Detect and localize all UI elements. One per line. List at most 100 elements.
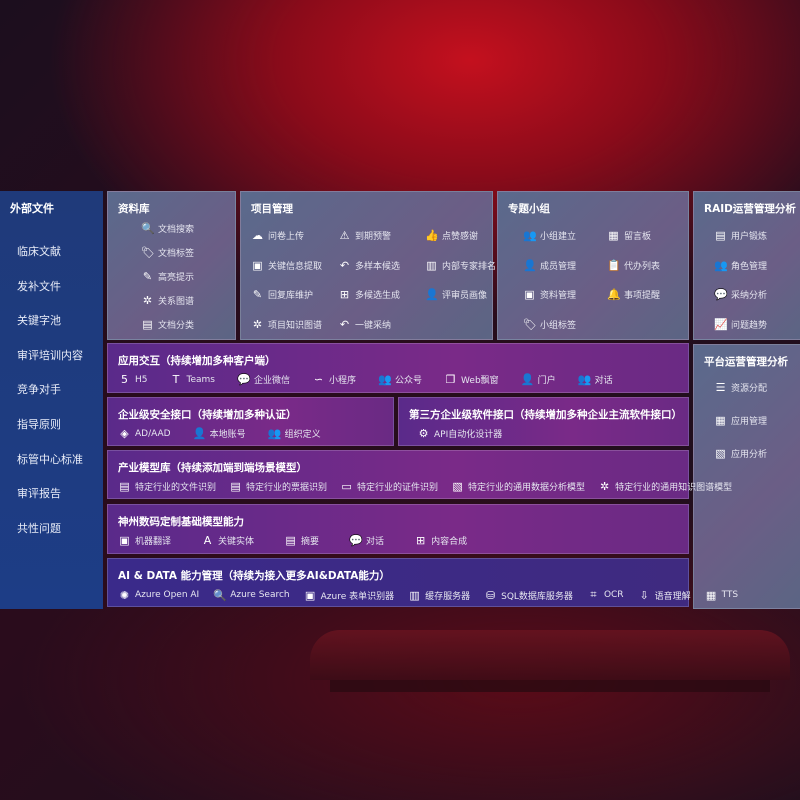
feature-label: 对话 [366,537,385,547]
feature-label: TTS [721,590,739,600]
feature-资源分配[interactable]: ☰ 资源分配 [714,381,767,394]
feature-对话[interactable]: 👥 对话 [578,373,613,386]
sidebar-item[interactable]: 关键字池 [17,314,61,328]
feature-应用管理[interactable]: ▦ 应用管理 [714,414,767,427]
official-account-icon: 👥 [378,373,392,386]
feature-Azure-Open-AI[interactable]: ✺ Azure Open AI [118,588,199,602]
feature-Teams[interactable]: T Teams [170,373,215,386]
feature-本地账号[interactable]: 👤 本地账号 [193,427,246,440]
feature-label: H5 [135,374,148,385]
feature-项目知识图谱[interactable]: ✲ 项目知识图谱 [251,318,322,331]
feature-小组标签[interactable]: 🏷 小组标签 [523,318,576,331]
feature-机器翻译[interactable]: ▣ 机器翻译 [118,534,171,547]
clipboard-icon: 📋 [607,258,621,272]
sidebar-item[interactable]: 竞争对手 [17,383,61,397]
feature-对话[interactable]: 💬 对话 [349,534,384,547]
feature-特定行业的票据识别[interactable]: ▤ 特定行业的票据识别 [229,480,327,493]
feature-label: 成员管理 [540,261,577,272]
feature-label: 应用分析 [731,450,768,460]
feature-label: OCR [603,590,624,600]
sidebar-item[interactable]: 临床文献 [17,245,61,258]
feature-成员管理[interactable]: 👤 成员管理 [523,259,576,272]
feature-关键实体[interactable]: A 关键实体 [201,534,254,547]
panel-title: RAID运营管理分析 [704,203,796,215]
feature-H5[interactable]: 5 H5 [118,373,148,386]
alarm-icon: ⚠ [339,229,350,242]
feature-label: 本地账号 [209,430,246,440]
background-stage-base [330,680,770,692]
feature-点赞感谢[interactable]: 👍 点赞感谢 [425,229,478,242]
feature-特定行业的通用知识图谱模型[interactable]: ✲ 特定行业的通用知识图谱模型 [598,480,732,493]
feature-问题趋势[interactable]: 📈 问题趋势 [714,318,767,331]
sidebar-item[interactable]: 指导原则 [17,418,61,431]
file-icon: ▤ [119,480,130,493]
panel-app-interaction: 应用交互（持续增加多种客户端） 5 H5 T Teams 💬 企业微信 ∽ 小程序 👥 公众号 ❐ We… [107,343,689,393]
feature-label: 多样本候选 [355,261,401,272]
document-classify-icon: ▤ [142,318,153,331]
sql-icon: ⛁ [486,588,496,602]
feature-关键信息提取[interactable]: ▣ 关键信息提取 [251,259,322,272]
receipt-icon: ▤ [230,480,241,493]
search-doc-icon: 🔍 [213,588,227,602]
feature-问卷上传[interactable]: ☁ 问卷上传 [251,229,304,242]
feature-回复库维护[interactable]: ✎ 回复库维护 [251,288,313,301]
feature-采纳分析[interactable]: 💬 采纳分析 [714,288,767,301]
feature-公众号[interactable]: 👥 公众号 [378,373,422,386]
sidebar-item[interactable]: 共性问题 [17,521,61,535]
feature-关系图谱[interactable]: ✲ 关系图谱 [141,294,194,307]
feature-多样本候选[interactable]: ↶ 多样本候选 [338,259,400,272]
feature-特定行业的通用数据分析模型[interactable]: ▧ 特定行业的通用数据分析模型 [451,480,585,493]
feature-文档搜索[interactable]: 🔍 文档搜索 [141,222,194,235]
feature-到期预警[interactable]: ⚠ 到期预警 [338,229,391,242]
feature-门户[interactable]: 👤 门户 [521,373,556,386]
feature-Web飘窗[interactable]: ❐ Web飘窗 [444,373,499,386]
tag-icon: 🏷 [523,317,537,331]
feature-缓存服务器[interactable]: ▥ 缓存服务器 [408,588,470,602]
feature-SQL数据库服务器[interactable]: ⛁ SQL数据库服务器 [484,588,573,602]
feature-摘要[interactable]: ▤ 摘要 [284,534,319,547]
feature-Azure-表单识别器[interactable]: ▣ Azure 表单识别器 [304,588,395,602]
feature-小程序[interactable]: ∽ 小程序 [312,373,356,386]
feature-内部专家排名[interactable]: ▥ 内部专家排名 [425,259,496,272]
feature-企业微信[interactable]: 💬 企业微信 [237,373,290,386]
sidebar-item[interactable]: 标管中心标准 [17,452,83,466]
feature-label: 问题趋势 [731,320,768,331]
feature-组织定义[interactable]: 👥 组织定义 [268,427,321,440]
feature-label: 应用管理 [731,417,768,427]
feature-小组建立[interactable]: 👥 小组建立 [523,229,576,242]
panel-base-models: 神州数码定制基础模型能力 ▣ 机器翻译 A 关键实体 ▤ 摘要 💬 对话 ⊞ 内容合成 [107,504,689,554]
feature-一键采纳[interactable]: ↶ 一键采纳 [338,318,391,331]
feature-应用分析[interactable]: ▧ 应用分析 [714,447,767,460]
feature-语音理解[interactable]: ⇩ 语音理解 [638,588,690,602]
feature-用户锻炼[interactable]: ▤ 用户锻炼 [714,229,767,242]
feature-文档标签[interactable]: 🏷 文档标签 [141,246,194,259]
feature-文档分类[interactable]: ▤ 文档分类 [141,318,194,331]
feature-特定行业的文件识别[interactable]: ▤ 特定行业的文件识别 [118,480,216,493]
feature-资料管理[interactable]: ▣ 资料管理 [523,288,576,301]
feature-label: 缓存服务器 [425,591,471,602]
feature-TTS[interactable]: ▦ TTS [705,588,739,602]
feature-高亮提示[interactable]: ✎ 高亮提示 [141,270,194,283]
feature-多候选生成[interactable]: ⊞ 多候选生成 [338,288,400,301]
feature-特定行业的证件识别[interactable]: ▭ 特定行业的证件识别 [340,480,438,493]
sidebar-item[interactable]: 审评培训内容 [17,348,83,362]
feature-角色管理[interactable]: 👥 角色管理 [714,259,767,272]
feature-API自动化设计器[interactable]: ⚙ API自动化设计器 [417,427,503,440]
feature-Azure-Search[interactable]: 🔍 Azure Search [213,588,289,602]
feature-留言板[interactable]: ▦ 留言板 [607,229,651,242]
sidebar-item[interactable]: 审评报告 [17,487,61,501]
feature-代办列表[interactable]: 📋 代办列表 [607,259,660,272]
feature-OCR[interactable]: ⌗ OCR [587,588,624,602]
list-icon: ☰ [715,381,726,394]
feature-label: 小组建立 [540,232,577,242]
feature-内容合成[interactable]: ⊞ 内容合成 [414,534,467,547]
feature-label: 文档分类 [158,321,195,331]
ad-icon: ◈ [120,427,129,440]
feature-label: Azure 表单识别器 [320,591,395,602]
feature-事项提醒[interactable]: 🔔 事项提醒 [607,288,660,301]
sidebar-item[interactable]: 发补文件 [17,279,61,293]
feature-评审员画像[interactable]: 👤 评审员画像 [425,288,487,301]
edit-icon: ✎ [252,288,263,301]
feature-AD/AAD[interactable]: ◈ AD/AAD [118,427,170,440]
bell-icon: 🔔 [607,288,621,301]
